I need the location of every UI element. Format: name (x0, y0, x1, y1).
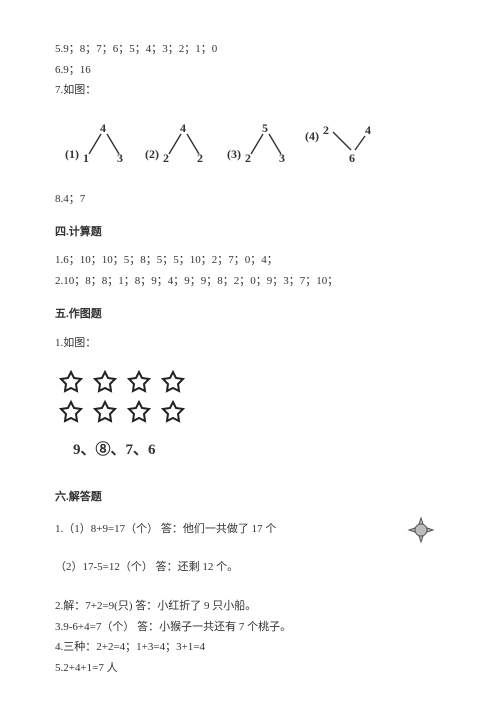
sec6-line-3: 3.9-6+4=7（个） 答：小猴子一共还有 7 个桃子。 (55, 618, 445, 637)
stars-svg (55, 368, 205, 438)
sec6-line-1b: （2）17-5=12（个） 答：还剩 12 个。 (55, 558, 445, 577)
svg-text:3: 3 (279, 151, 285, 165)
sec6-line-1: 1.（1）8+9=17（个） 答：他们一共做了 17 个 (55, 520, 276, 539)
answer-line-5: 5.9；8；7；6；5；4；3；2；1；0 (55, 40, 445, 59)
stars-figure: 9、⑧、7、6 (55, 368, 445, 464)
sec5-line-1: 1.如图： (55, 334, 445, 353)
sec6-line-4: 4.三种：2+2=4；1+3=4；3+1=4 (55, 638, 445, 657)
svg-text:1: 1 (83, 151, 89, 165)
svg-text:2: 2 (197, 151, 203, 165)
sec4-line-1: 1.6；10；10；5；8；5；5；10；2；7；0；4； (55, 251, 445, 270)
ornament-icon (407, 516, 435, 544)
section-6-heading: 六.解答题 (55, 488, 445, 507)
svg-text:(2): (2) (145, 147, 159, 161)
sec6-line-2: 2.解：7+2=9(只) 答：小红折了 9 只小船。 (55, 597, 445, 616)
svg-text:2: 2 (245, 151, 251, 165)
svg-text:6: 6 (349, 151, 355, 165)
tree-svg: (1) 4 1 3 (2) 4 2 2 (3) 5 2 3 (4) 2 4 6 (65, 122, 425, 168)
sec6-line-5: 5.2+4+1=7 人 (55, 659, 445, 678)
section-4-heading: 四.计算题 (55, 223, 445, 242)
svg-text:(3): (3) (227, 147, 241, 161)
svg-text:2: 2 (323, 123, 329, 137)
svg-text:4: 4 (180, 122, 186, 135)
section-5-heading: 五.作图题 (55, 305, 445, 324)
svg-text:(1): (1) (65, 147, 79, 161)
answer-line-6: 6.9；16 (55, 61, 445, 80)
stars-label: 9、⑧、7、6 (73, 438, 445, 464)
svg-text:(4): (4) (305, 129, 319, 143)
svg-text:5: 5 (262, 122, 268, 135)
sec4-line-2: 2.10；8；8；1；8；9；4；9；9；8；2；0；9；3；7；10； (55, 272, 445, 291)
svg-text:4: 4 (365, 123, 371, 137)
answer-line-8: 8.4；7 (55, 190, 445, 209)
tree-diagrams: (1) 4 1 3 (2) 4 2 2 (3) 5 2 3 (4) 2 4 6 (65, 122, 445, 168)
svg-text:3: 3 (117, 151, 123, 165)
svg-text:4: 4 (100, 122, 106, 135)
answer-line-7: 7.如图： (55, 81, 445, 100)
svg-text:2: 2 (163, 151, 169, 165)
